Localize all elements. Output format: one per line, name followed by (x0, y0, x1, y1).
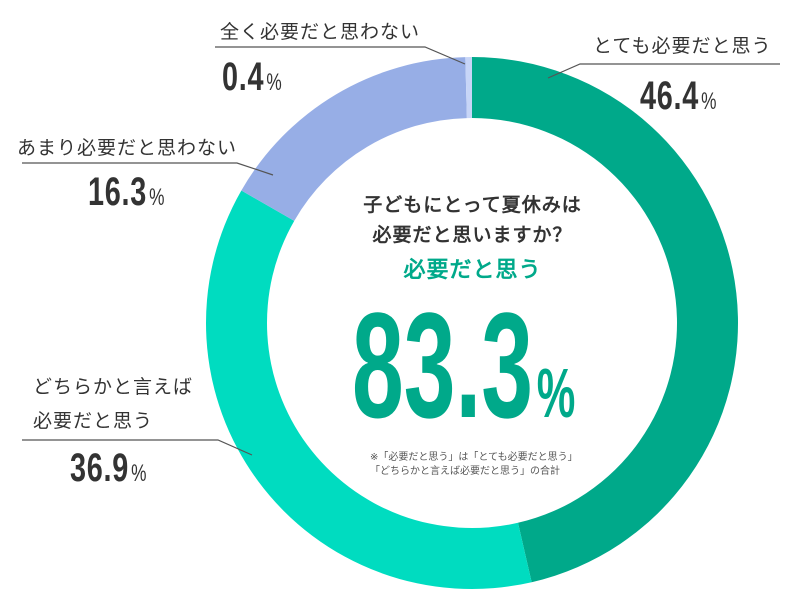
total-number: 83.3 (352, 281, 534, 449)
value-number: 36.9 (70, 446, 129, 490)
footnote-line2: 「どちらかと言えば必要だと思う」の合計 (370, 466, 560, 477)
value-unit: % (131, 460, 148, 487)
question-line1: 子どもにとって夏休みは (363, 194, 582, 216)
label-not-much: あまり必要だと思わない (17, 137, 238, 159)
value-not-much: 16.3% (88, 170, 165, 215)
value-very-necessary: 46.4% (640, 74, 717, 119)
donut-slice-0 (472, 57, 738, 583)
label-somewhat-line2: 必要だと思う (33, 410, 154, 432)
label-very-necessary: とても必要だと思う (593, 35, 772, 57)
label-not-at-all: 全く必要だと思わない (220, 21, 421, 43)
center-question: 子どもにとって夏休みは 必要だと思いますか？ (340, 190, 605, 250)
footnote-line1: ※「必要だと思う」は「とても必要だと思う」 (370, 452, 578, 463)
value-number: 16.3 (88, 170, 147, 214)
leader-line-notatall (215, 46, 466, 65)
donut-slice-3 (465, 57, 472, 119)
leader-line-somewhat (22, 439, 253, 456)
leader-line-notmuch (22, 162, 274, 176)
label-somewhat-line1: どちらかと言えば (33, 376, 194, 398)
footnote: ※「必要だと思う」は「とても必要だと思う」 「どちらかと言えば必要だと思う」の合… (370, 451, 578, 479)
leader-line-very (547, 63, 780, 79)
value-number: 46.4 (640, 74, 699, 118)
donut-slice-2 (241, 57, 467, 221)
value-not-at-all: 0.4% (222, 55, 282, 100)
value-somewhat: 36.9% (70, 446, 147, 491)
value-unit: % (701, 88, 718, 115)
donut-slice-1 (206, 190, 532, 589)
center-subtitle: 必要だと思う (403, 258, 542, 283)
center-total-value: 83.3% (352, 290, 575, 468)
question-line2: 必要だと思いますか？ (372, 224, 573, 246)
value-number: 0.4 (222, 55, 265, 99)
total-unit: % (536, 354, 576, 432)
value-unit: % (266, 69, 283, 96)
value-unit: % (149, 184, 166, 211)
